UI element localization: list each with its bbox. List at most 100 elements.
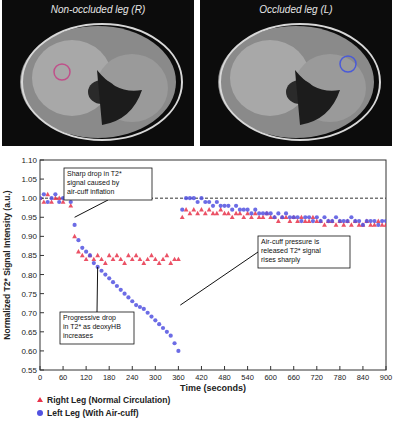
point [384,219,386,223]
x-tick [386,366,387,370]
point [91,257,96,261]
y-tick-label: 0.70 [21,309,37,318]
point [76,238,80,242]
point [84,257,89,261]
point [161,326,165,330]
point [222,211,227,215]
point [191,207,196,211]
point [230,215,235,219]
skin [220,24,380,140]
point [372,219,376,223]
point [122,260,127,264]
x-tick [40,366,41,370]
point [103,272,107,276]
point [342,219,346,223]
point [272,215,276,219]
point [99,269,103,273]
point [138,305,142,309]
point [322,215,326,219]
point [142,307,146,311]
x-tick-label: 180 [103,373,116,382]
point [337,218,342,222]
point [288,215,292,219]
point [122,292,126,296]
point [107,276,111,280]
legend-marker [37,397,43,402]
y-tick-label: 0.75 [21,290,37,299]
annotation-line: Progressive drop [63,314,116,322]
point [119,288,123,292]
point [299,219,303,223]
point [203,200,207,204]
point [73,223,77,227]
y-tick [40,255,44,256]
y-tick-label: 1.10 [21,156,37,165]
x-tick [339,366,340,370]
point [88,253,93,257]
point [169,334,173,338]
point [45,192,50,196]
panel-bg [2,0,194,146]
point [303,215,307,219]
point [118,257,123,261]
point [211,211,216,215]
point [153,257,158,261]
point [107,253,112,257]
point [134,253,139,257]
point [103,260,108,264]
point [188,196,192,200]
point [176,257,181,261]
point [361,222,366,226]
point [80,246,84,250]
point [264,211,269,215]
point [345,218,350,222]
point [157,260,162,264]
point [234,211,239,215]
point [130,299,134,303]
point [353,218,358,222]
point [276,211,280,215]
mri-panel: Non-occluded leg (R) [2,0,194,146]
legend-label: Left Leg (With Air-cuff) [47,408,139,418]
point [76,249,81,253]
point [219,204,223,208]
point [299,215,304,219]
point [380,219,384,223]
y-tick-label: 0.60 [21,347,37,356]
point [257,211,261,215]
point [338,219,342,223]
point [230,208,234,212]
point [80,253,85,257]
x-tick [247,366,248,370]
point [246,208,250,212]
point [272,215,277,219]
y-tick-label: 0.55 [21,366,37,375]
point [184,207,189,211]
point [330,219,334,223]
y-tick [40,312,44,313]
point [349,222,354,226]
point [126,295,130,299]
y-tick-label: 0.95 [21,213,37,222]
point [269,211,273,215]
point [195,211,200,215]
annotation-arrow [97,267,99,312]
x-tick [316,366,317,370]
point [326,219,330,223]
point [149,253,154,257]
x-tick-label: 840 [357,373,370,382]
point [114,253,119,257]
point [99,257,104,261]
point [46,200,50,204]
point [57,200,61,204]
y-tick [40,179,44,180]
point [130,257,135,261]
annotation-arrow [180,252,258,305]
x-tick [270,366,271,370]
point [180,208,184,212]
point [146,311,150,315]
point [291,215,296,219]
point [322,222,327,226]
y-tick [40,160,44,161]
point [376,223,380,227]
